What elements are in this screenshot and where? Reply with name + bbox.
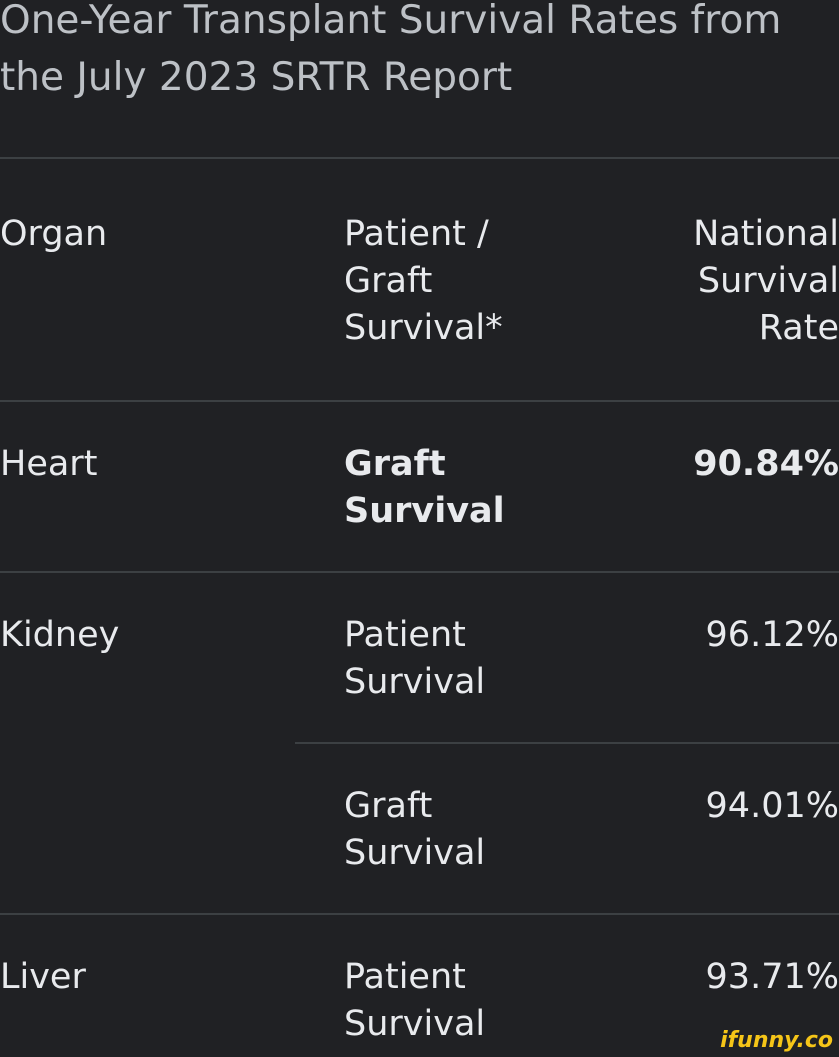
header-measure: Patient / Graft Survival* [344, 214, 503, 348]
row-separator [0, 400, 839, 402]
separator [0, 157, 839, 159]
sub-separator [295, 742, 839, 744]
row-separator [0, 913, 839, 915]
organ: Kidney [0, 615, 120, 655]
measure: Patient Survival [344, 957, 486, 1044]
rate: 94.01% [705, 786, 839, 826]
header-rate: National Survival Rate [693, 214, 839, 348]
measure: Graft Survival [344, 444, 505, 531]
organ: Liver [0, 957, 86, 997]
header-organ: Organ [0, 214, 108, 254]
measure: Graft Survival [344, 786, 486, 873]
rate: 93.71% [705, 957, 839, 997]
watermark: ifunny.co [720, 1028, 833, 1053]
measure: Patient Survival [344, 615, 486, 702]
rate: 96.12% [705, 615, 839, 655]
organ: Heart [0, 444, 98, 484]
title: One-Year Transplant Survival Rates from … [0, 0, 782, 100]
rate: 90.84% [693, 444, 839, 484]
row-separator [0, 571, 839, 573]
